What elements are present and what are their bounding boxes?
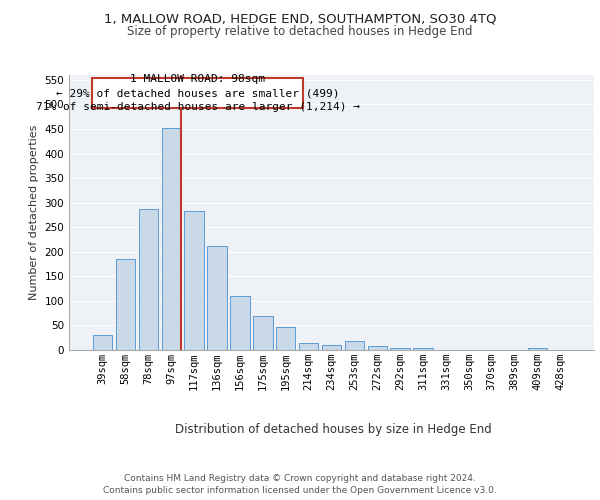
Bar bbox=[344, 341, 364, 350]
Bar bbox=[230, 296, 250, 350]
Bar bbox=[299, 343, 319, 350]
Text: 1, MALLOW ROAD, HEDGE END, SOUTHAMPTON, SO30 4TQ: 1, MALLOW ROAD, HEDGE END, SOUTHAMPTON, … bbox=[104, 12, 496, 26]
Text: Distribution of detached houses by size in Hedge End: Distribution of detached houses by size … bbox=[175, 422, 491, 436]
Bar bbox=[161, 128, 181, 350]
Bar bbox=[413, 348, 433, 350]
Bar bbox=[93, 336, 112, 350]
Text: Contains HM Land Registry data © Crown copyright and database right 2024.
Contai: Contains HM Land Registry data © Crown c… bbox=[103, 474, 497, 495]
Y-axis label: Number of detached properties: Number of detached properties bbox=[29, 125, 39, 300]
Bar bbox=[276, 328, 295, 350]
Text: 1 MALLOW ROAD: 98sqm
← 29% of detached houses are smaller (499)
71% of semi-deta: 1 MALLOW ROAD: 98sqm ← 29% of detached h… bbox=[35, 74, 359, 112]
Bar bbox=[208, 246, 227, 350]
Bar bbox=[368, 346, 387, 350]
FancyBboxPatch shape bbox=[92, 78, 303, 108]
Bar bbox=[184, 211, 204, 350]
Bar bbox=[528, 348, 547, 350]
Text: Size of property relative to detached houses in Hedge End: Size of property relative to detached ho… bbox=[127, 25, 473, 38]
Bar bbox=[253, 316, 272, 350]
Bar bbox=[139, 209, 158, 350]
Bar bbox=[116, 259, 135, 350]
Bar bbox=[391, 348, 410, 350]
Bar bbox=[322, 345, 341, 350]
